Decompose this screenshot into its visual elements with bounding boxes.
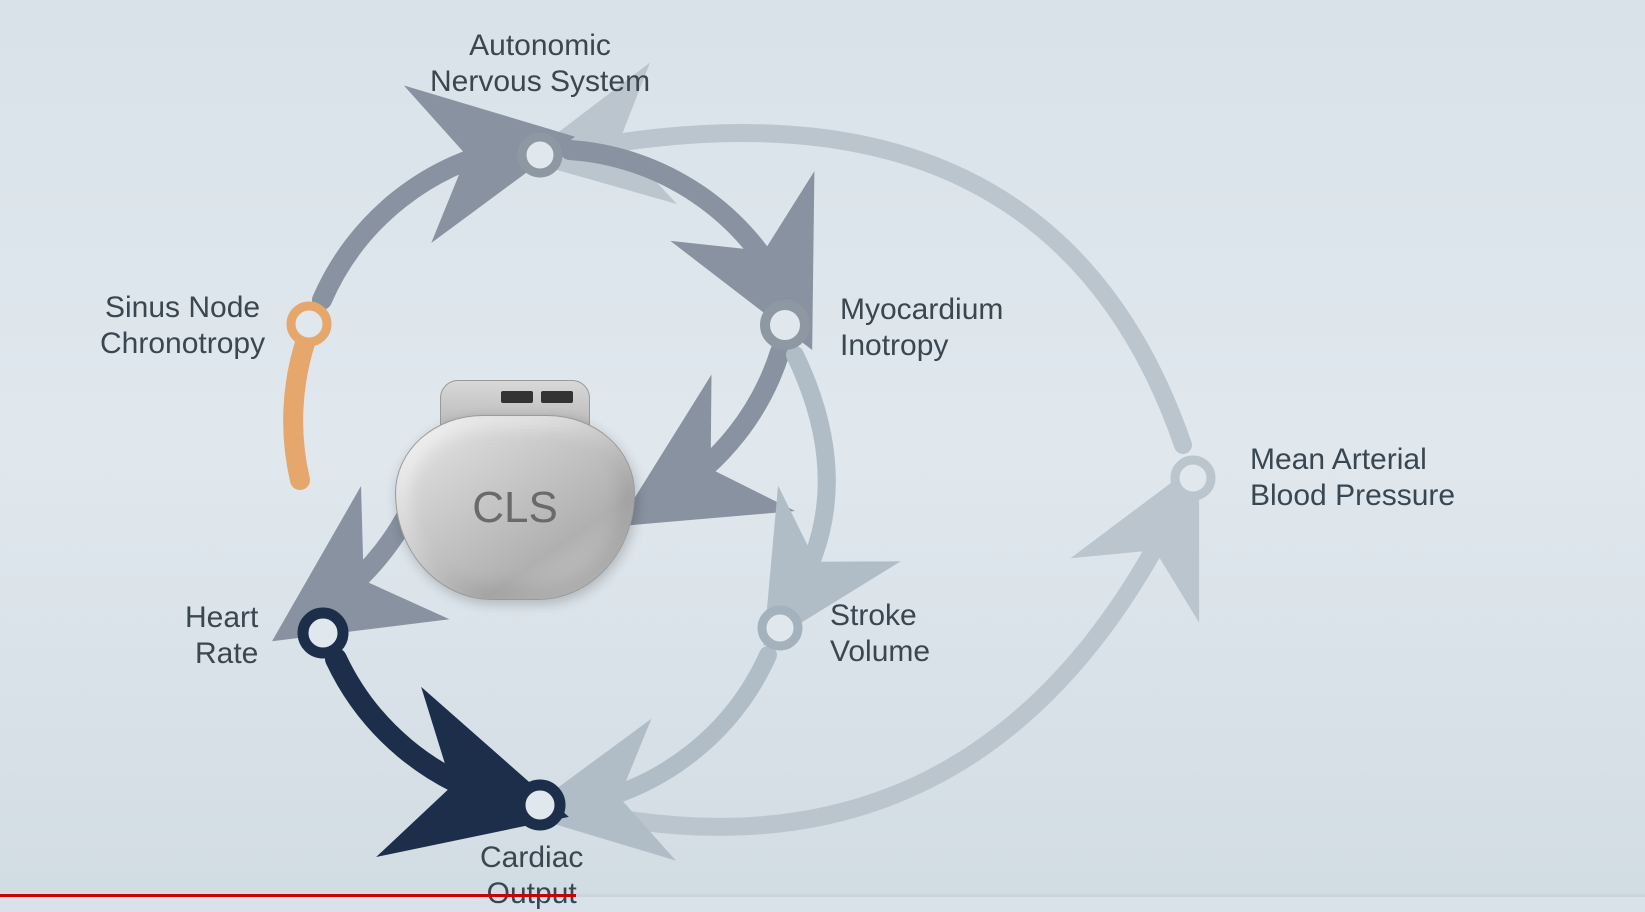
label-cardiac-output: CardiacOutput bbox=[480, 840, 583, 912]
node-myocardium bbox=[765, 305, 805, 345]
arc-sinus-tail bbox=[293, 340, 306, 480]
node-stroke-volume bbox=[762, 610, 798, 646]
node-sinus bbox=[291, 306, 327, 342]
arc-sinus-to-ans bbox=[322, 147, 516, 300]
node-heart-rate bbox=[303, 613, 343, 653]
arc-sv-to-co bbox=[575, 655, 768, 805]
label-sinus: Sinus NodeChronotropy bbox=[100, 290, 265, 362]
label-stroke-volume: StrokeVolume bbox=[830, 598, 930, 670]
cls-feedback-diagram: CLS AutonomicNervous System Sinus NodeCh… bbox=[0, 0, 1645, 897]
arc-myo-to-sv bbox=[792, 355, 827, 600]
arc-myo-to-center bbox=[668, 352, 780, 495]
label-myocardium: MyocardiumInotropy bbox=[840, 292, 1003, 364]
label-ans: AutonomicNervous System bbox=[430, 28, 650, 100]
node-cardiac-output bbox=[520, 785, 560, 825]
label-heart-rate: HeartRate bbox=[185, 600, 258, 672]
arc-ans-to-myo bbox=[570, 150, 786, 296]
arc-hr-to-co bbox=[336, 659, 505, 800]
label-map: Mean ArterialBlood Pressure bbox=[1250, 442, 1455, 514]
device-label: CLS bbox=[472, 483, 558, 533]
cls-device-icon: CLS bbox=[395, 380, 635, 600]
node-ans bbox=[522, 137, 558, 173]
node-map bbox=[1175, 460, 1211, 496]
